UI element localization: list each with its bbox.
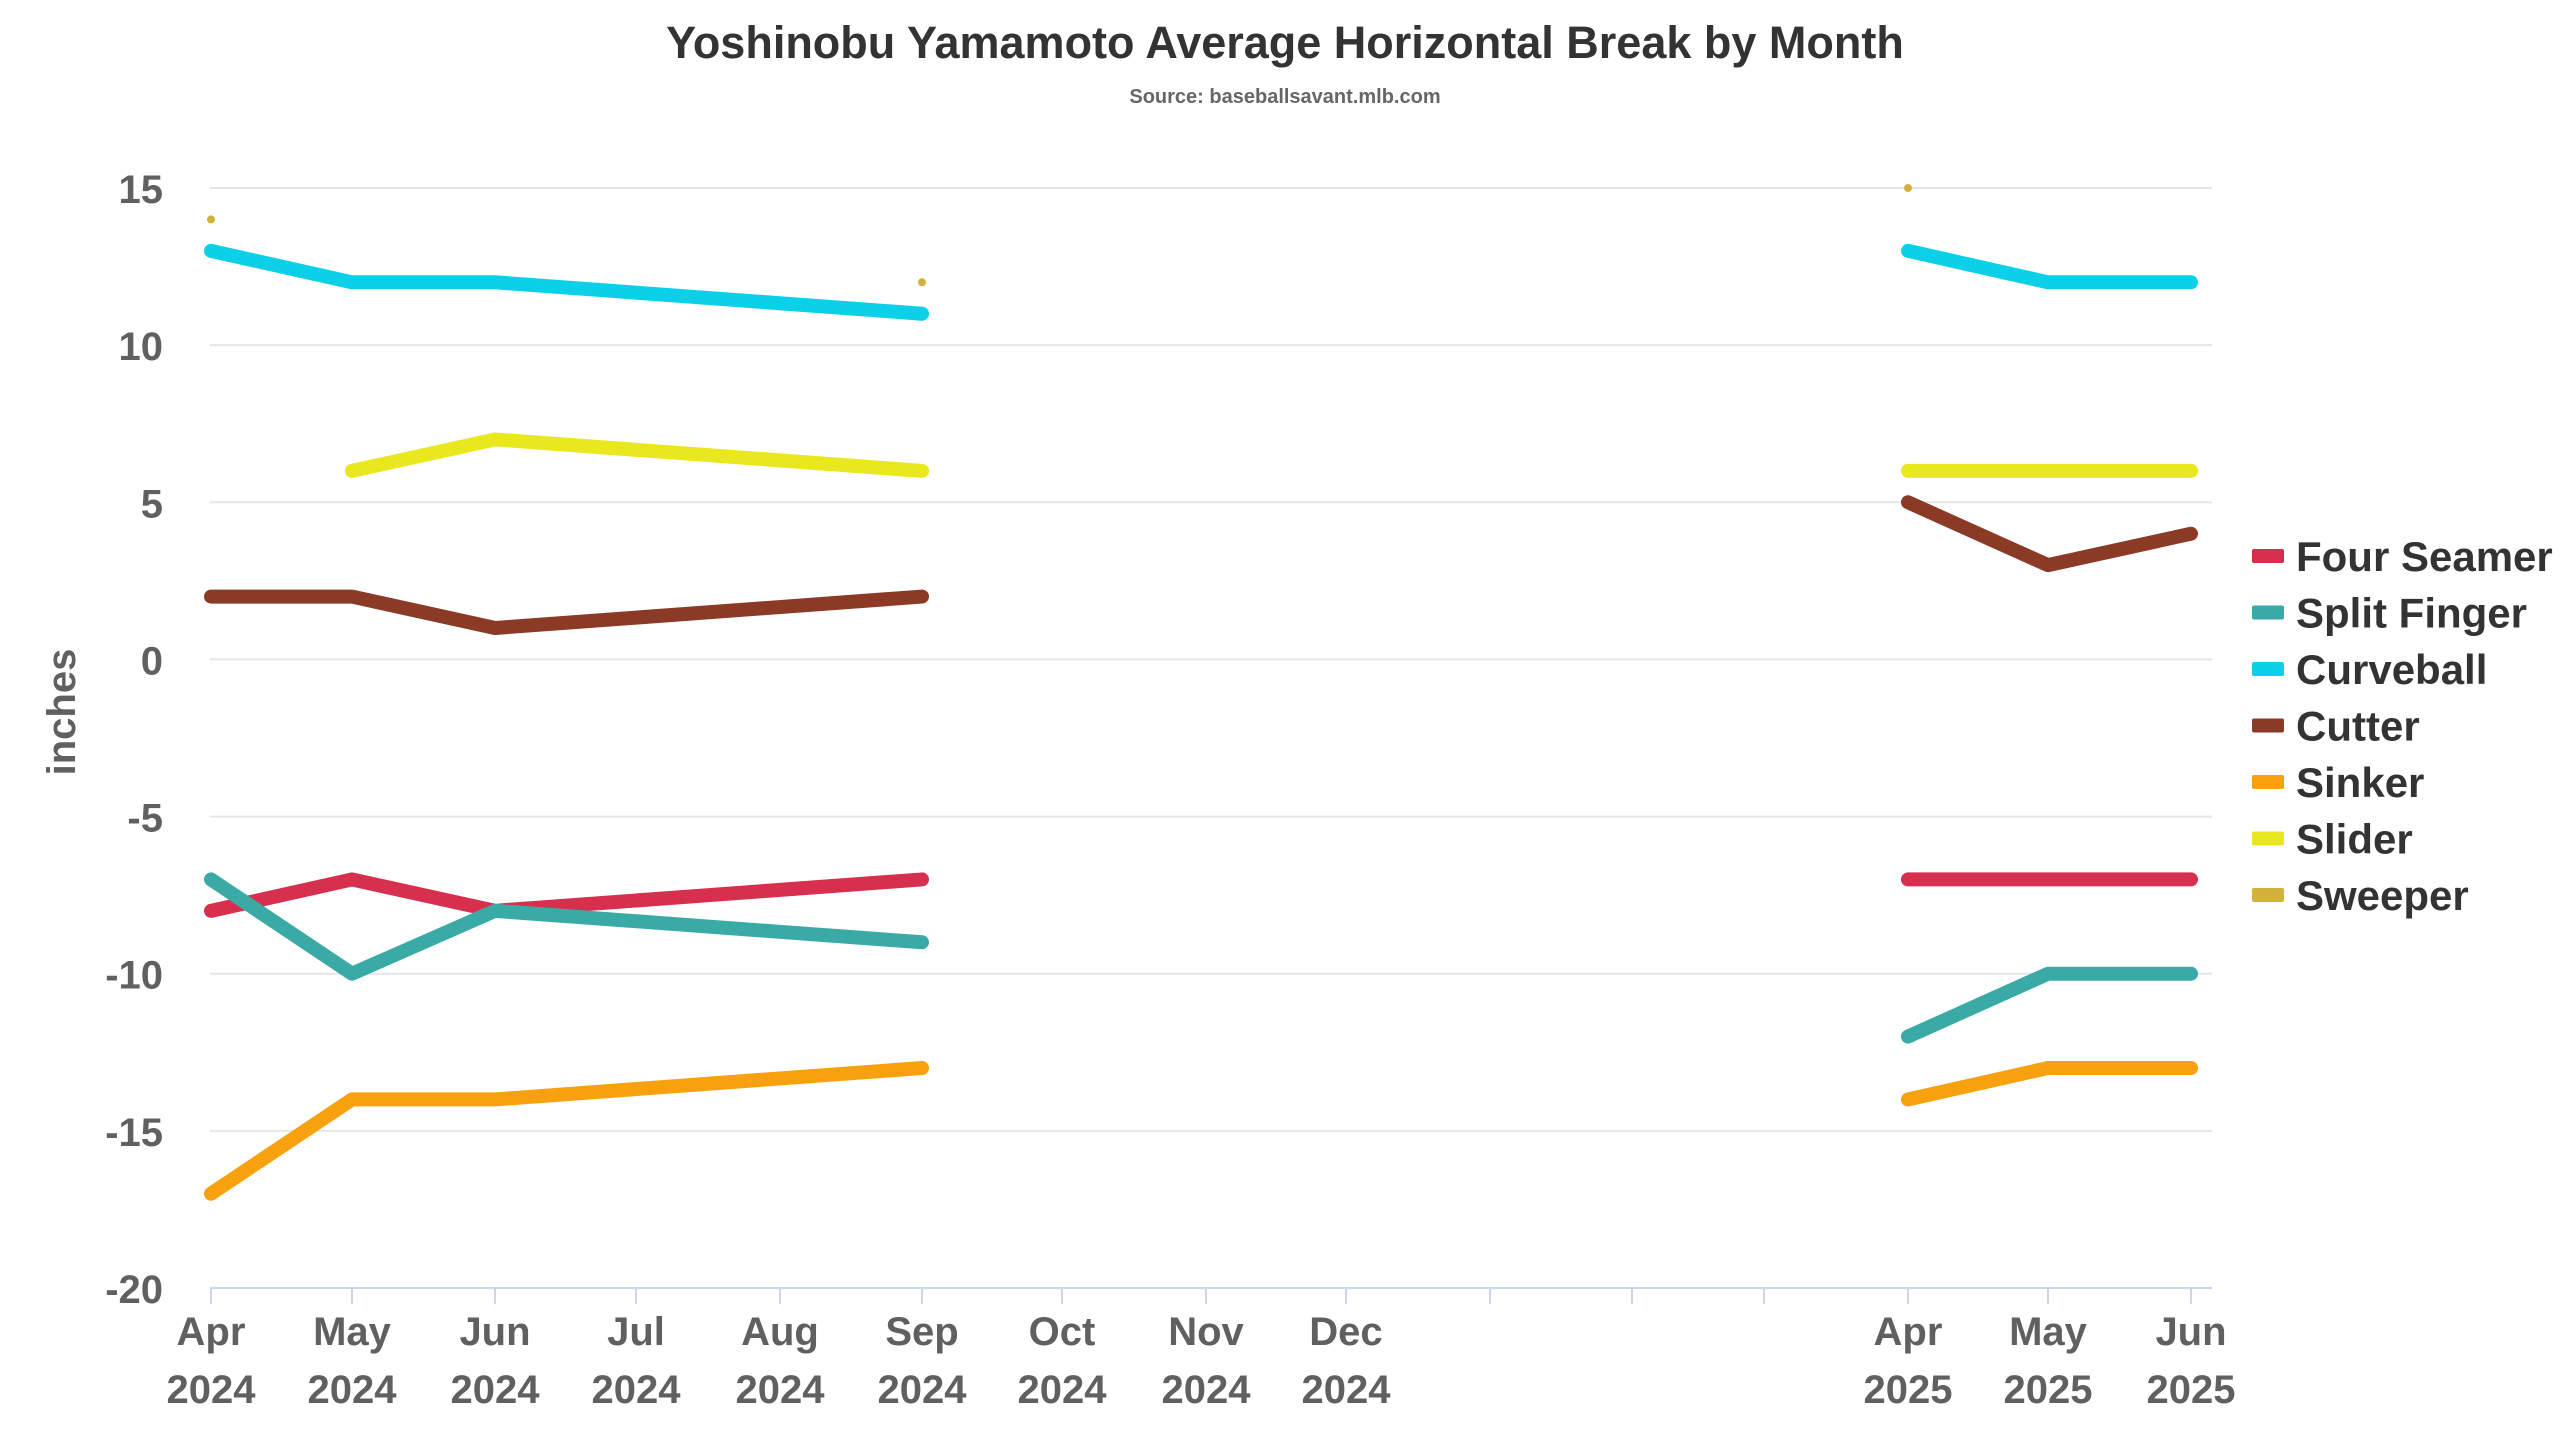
data-point-sweeper bbox=[207, 215, 215, 224]
x-tick-label-month: Jun bbox=[459, 1310, 530, 1354]
series-split-finger bbox=[204, 872, 2198, 1044]
chart-subtitle: Source: baseballsavant.mlb.com bbox=[1129, 86, 1440, 108]
legend-swatch bbox=[2252, 605, 2284, 620]
legend-item-sinker[interactable]: Sinker bbox=[2252, 759, 2424, 806]
legend[interactable]: Four Seamer Split Finger Curveball Cutter Si… bbox=[2252, 533, 2553, 919]
x-tick-label-year: 2025 bbox=[2147, 1368, 2236, 1412]
line-segment-curveball bbox=[204, 243, 929, 321]
x-tick-label-year: 2024 bbox=[592, 1368, 682, 1412]
x-tick-label-year: 2024 bbox=[1162, 1368, 1252, 1412]
y-tick-label: -20 bbox=[105, 1268, 163, 1312]
legend-item-four-seamer[interactable]: Four Seamer bbox=[2252, 533, 2553, 580]
x-tick-label-month: Nov bbox=[1168, 1310, 1244, 1354]
x-tick-label-year: 2024 bbox=[1018, 1368, 1108, 1412]
legend-swatch bbox=[2252, 888, 2284, 902]
legend-item-slider[interactable]: Slider bbox=[2252, 816, 2413, 863]
line-segment-split-finger bbox=[204, 872, 929, 981]
y-tick-label: -15 bbox=[105, 1111, 163, 1155]
legend-swatch bbox=[2252, 662, 2284, 676]
line-segment-cutter bbox=[1901, 495, 2198, 573]
legend-swatch bbox=[2252, 718, 2284, 733]
y-axis: 15 10 5 0 -5 -10 -15 -20 bbox=[105, 168, 163, 1312]
chart-title: Yoshinobu Yamamoto Average Horizontal Br… bbox=[666, 17, 1904, 68]
x-tick-label-year: 2024 bbox=[308, 1368, 398, 1412]
line-segment-slider bbox=[345, 432, 929, 478]
y-tick-label: 0 bbox=[141, 639, 163, 683]
x-tick-label-year: 2025 bbox=[1864, 1368, 1953, 1412]
series-sinker bbox=[204, 1061, 2198, 1201]
y-tick-label: -5 bbox=[127, 797, 163, 841]
x-tick-label-month: Aug bbox=[741, 1310, 819, 1354]
x-tick-label-month: Apr bbox=[1874, 1310, 1943, 1354]
legend-label: Sinker bbox=[2296, 759, 2424, 806]
y-tick-label: 10 bbox=[119, 325, 164, 369]
legend-label: Sweeper bbox=[2296, 872, 2469, 919]
x-tick-label-year: 2024 bbox=[167, 1368, 257, 1412]
x-tick-label-month: Jul bbox=[607, 1310, 665, 1354]
x-tick-label-year: 2024 bbox=[878, 1368, 968, 1412]
y-tick-label: 15 bbox=[119, 168, 164, 212]
series-lines bbox=[204, 184, 2198, 1201]
series-cutter bbox=[204, 495, 2198, 635]
legend-item-sweeper[interactable]: Sweeper bbox=[2252, 872, 2469, 919]
x-tick-label-year: 2024 bbox=[1302, 1368, 1392, 1412]
legend-swatch bbox=[2252, 775, 2284, 789]
legend-label: Slider bbox=[2296, 816, 2413, 863]
gridlines bbox=[210, 187, 2212, 1132]
x-tick-label-month: Sep bbox=[885, 1310, 958, 1354]
legend-swatch bbox=[2252, 831, 2284, 846]
legend-item-cutter[interactable]: Cutter bbox=[2252, 703, 2420, 750]
series-slider bbox=[345, 432, 2198, 478]
series-sweeper bbox=[207, 184, 1912, 287]
x-tick-label-month: Dec bbox=[1309, 1310, 1382, 1354]
legend-label: Four Seamer bbox=[2296, 533, 2553, 580]
series-four-seamer bbox=[204, 872, 2198, 918]
line-segment-sinker bbox=[1901, 1061, 2198, 1107]
y-axis-title: inches bbox=[40, 649, 84, 776]
x-tick-label-month: May bbox=[2009, 1310, 2088, 1354]
line-segment-split-finger bbox=[1901, 966, 2198, 1044]
y-tick-label: -10 bbox=[105, 954, 163, 998]
data-point-sweeper bbox=[918, 278, 926, 287]
legend-label: Curveball bbox=[2296, 646, 2487, 693]
x-tick-label-month: Jun bbox=[2155, 1310, 2226, 1354]
y-tick-label: 5 bbox=[141, 482, 163, 526]
x-tick-label-year: 2024 bbox=[736, 1368, 826, 1412]
legend-swatch bbox=[2252, 549, 2284, 563]
legend-label: Split Finger bbox=[2296, 590, 2527, 637]
x-tick-label-year: 2024 bbox=[451, 1368, 541, 1412]
x-tick-label-month: May bbox=[313, 1310, 392, 1354]
line-segment-four-seamer bbox=[204, 872, 929, 918]
data-point-sweeper bbox=[1904, 184, 1912, 192]
line-segment-cutter bbox=[204, 589, 929, 635]
line-segment-curveball bbox=[1901, 243, 2198, 290]
line-segment-sinker bbox=[204, 1061, 929, 1201]
x-axis: Apr 2024 May 2024 Jun 2024 Jul 2024 Aug 2024 Sep 20… bbox=[167, 1287, 2236, 1412]
legend-item-curveball[interactable]: Curveball bbox=[2252, 646, 2487, 693]
legend-label: Cutter bbox=[2296, 703, 2420, 750]
x-tick-label-month: Apr bbox=[177, 1310, 246, 1354]
legend-item-split-finger[interactable]: Split Finger bbox=[2252, 590, 2527, 637]
x-tick-label-month: Oct bbox=[1029, 1310, 1096, 1354]
x-tick-label-year: 2025 bbox=[2004, 1368, 2093, 1412]
series-curveball bbox=[204, 243, 2198, 321]
